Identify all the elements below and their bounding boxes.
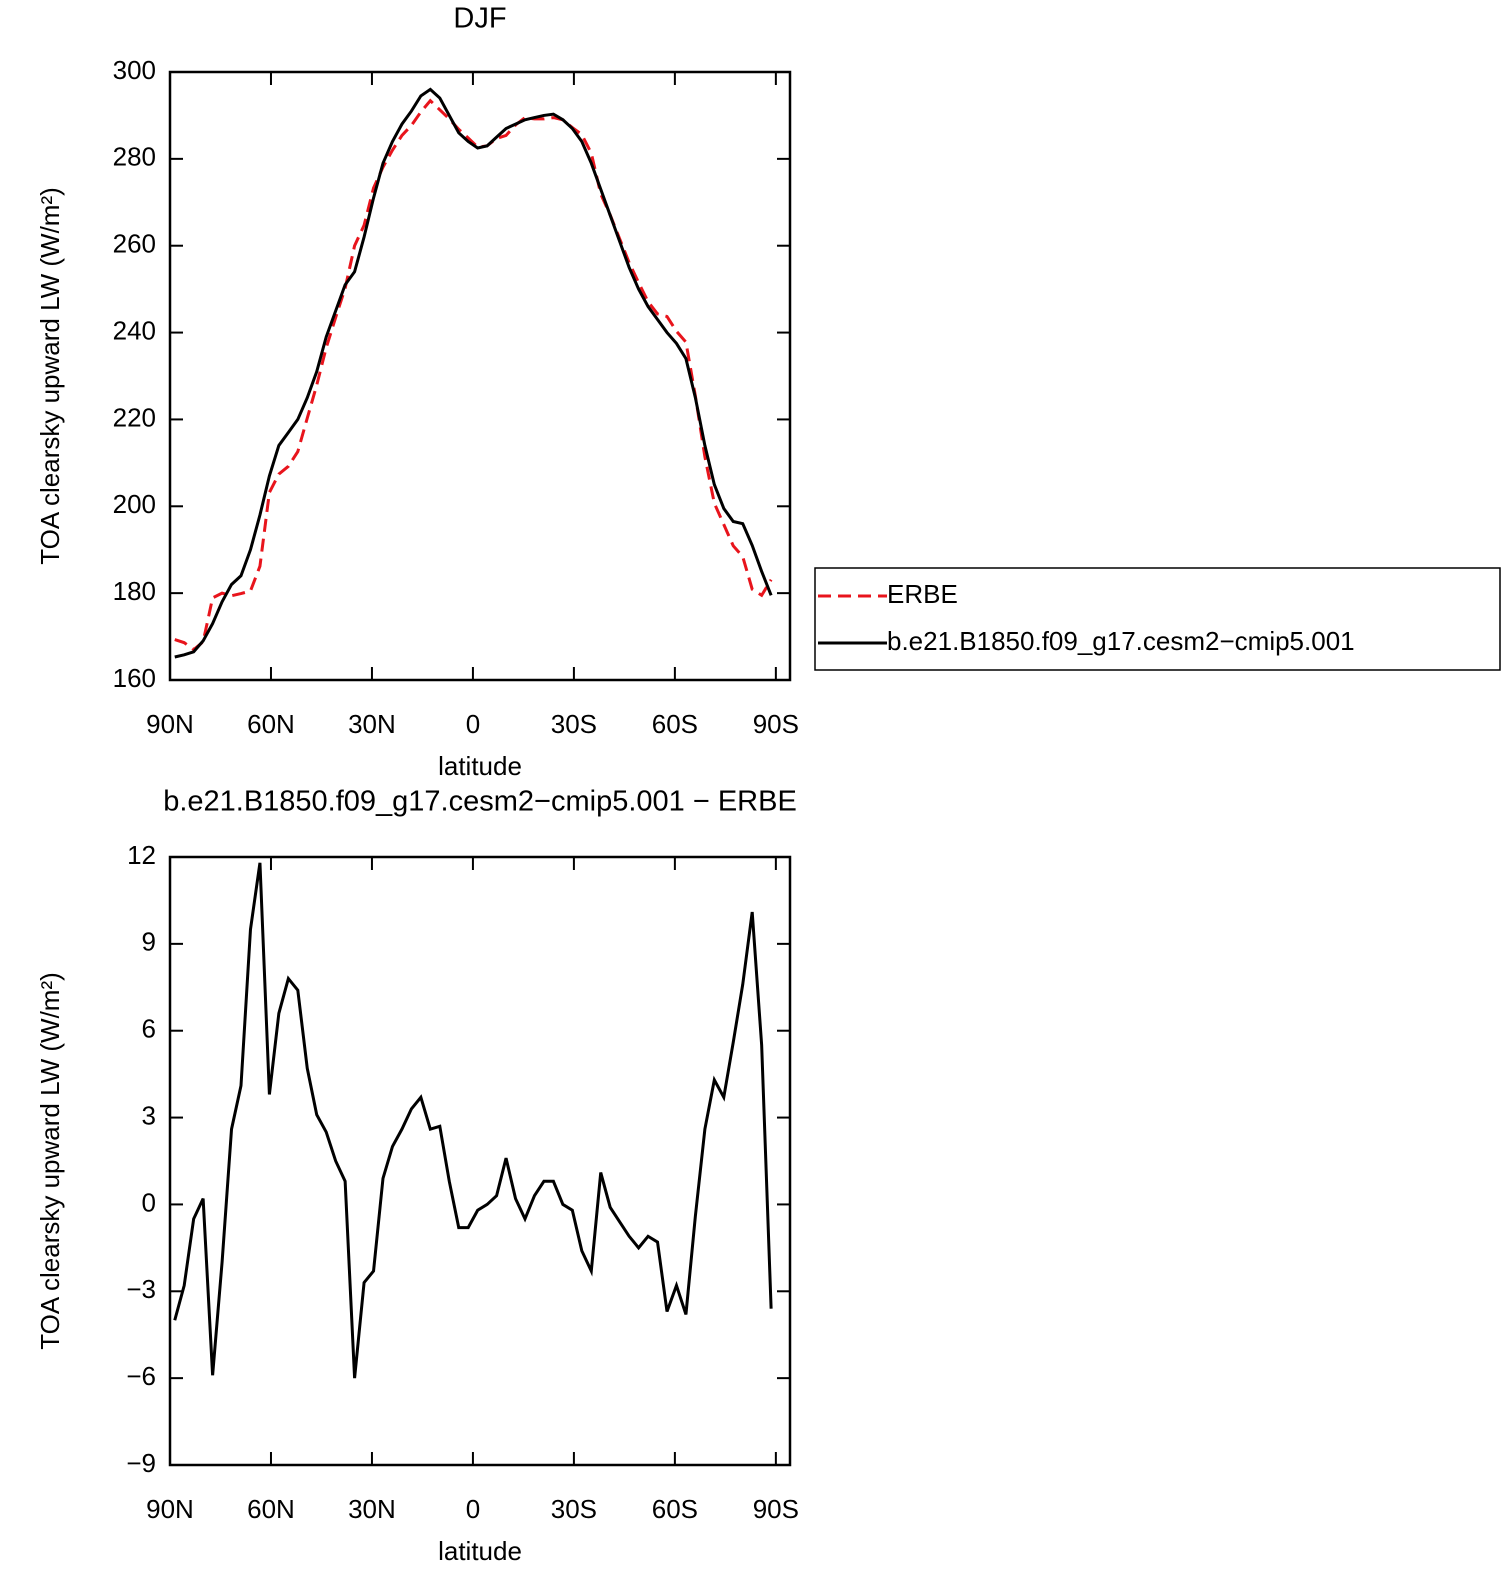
y-axis-label: TOA clearsky upward LW (W/m²) — [35, 972, 65, 1350]
y-tick-label: 200 — [113, 489, 156, 519]
y-axis-label: TOA clearsky upward LW (W/m²) — [35, 187, 65, 565]
y-tick-label: 12 — [127, 840, 156, 870]
x-tick-label: 90S — [753, 709, 799, 739]
y-tick-label: 9 — [142, 927, 156, 957]
y-tick-label: 240 — [113, 315, 156, 345]
y-tick-label: 0 — [142, 1187, 156, 1217]
x-axis-label: latitude — [438, 751, 522, 781]
y-tick-label: 300 — [113, 55, 156, 85]
y-tick-label: −3 — [126, 1274, 156, 1304]
x-tick-label: 30N — [348, 709, 396, 739]
y-tick-label: 280 — [113, 142, 156, 172]
legend-label: ERBE — [887, 579, 958, 609]
plot-frame — [168, 855, 792, 1467]
y-tick-label: 160 — [113, 663, 156, 693]
x-tick-label: 90S — [753, 1494, 799, 1524]
chart-title: b.e21.B1850.f09_g17.cesm2−cmip5.001 − ER… — [163, 786, 797, 818]
y-tick-label: −6 — [126, 1361, 156, 1391]
chart-title: DJF — [453, 3, 506, 35]
x-tick-label: 30N — [348, 1494, 396, 1524]
data-line — [173, 862, 773, 1379]
x-tick-label: 60N — [247, 709, 295, 739]
x-tick-label: 30S — [551, 709, 597, 739]
y-tick-label: 220 — [113, 402, 156, 432]
data-line — [174, 87, 773, 659]
x-tick-label: 90N — [146, 1494, 194, 1524]
plot-frame — [168, 70, 792, 682]
y-tick-label: 180 — [113, 576, 156, 606]
x-tick-label: 0 — [466, 709, 480, 739]
y-tick-label: 3 — [142, 1100, 156, 1130]
y-tick-label: 6 — [142, 1014, 156, 1044]
legend-box — [814, 567, 1501, 671]
x-tick-label: 60S — [652, 709, 698, 739]
x-axis-label: latitude — [438, 1536, 522, 1566]
x-tick-label: 60N — [247, 1494, 295, 1524]
x-tick-label: 90N — [146, 709, 194, 739]
x-tick-label: 30S — [551, 1494, 597, 1524]
legend-label: b.e21.B1850.f09_g17.cesm2−cmip5.001 — [887, 626, 1355, 656]
y-tick-label: 260 — [113, 229, 156, 259]
data-line — [174, 98, 773, 652]
y-tick-label: −9 — [126, 1448, 156, 1478]
x-tick-label: 60S — [652, 1494, 698, 1524]
x-tick-label: 0 — [466, 1494, 480, 1524]
